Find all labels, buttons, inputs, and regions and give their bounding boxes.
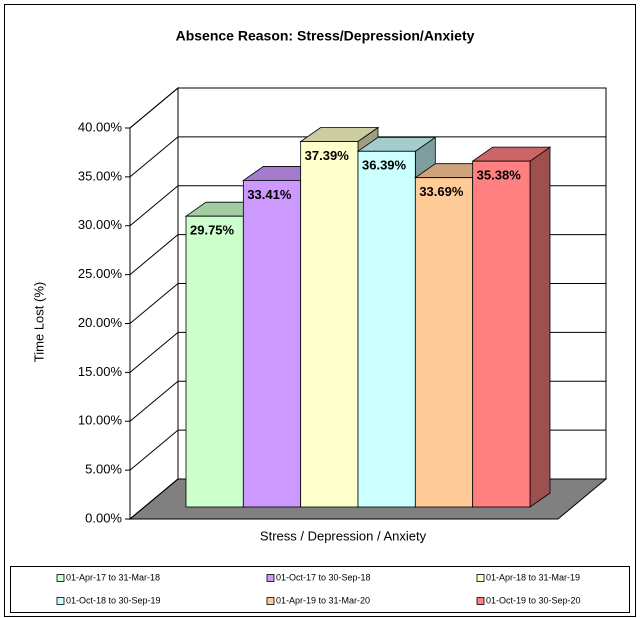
y-tick-label: 5.00% [85, 462, 122, 477]
legend-swatch [476, 574, 485, 582]
grid-line [129, 331, 179, 373]
grid-line [129, 380, 179, 422]
legend-label: 01-Oct-18 to 30-Sep-19 [66, 595, 161, 605]
legend-label: 01-Oct-17 to 30-Sep-18 [276, 572, 371, 582]
y-tick-label: 40.00% [78, 119, 123, 134]
chart-title: Absence Reason: Stress/Depression/Anxiet… [176, 28, 475, 44]
y-tick-label: 15.00% [78, 364, 123, 379]
data-label: 36.39% [362, 158, 407, 173]
grid-line [129, 429, 179, 471]
legend-swatch [56, 597, 65, 605]
y-tick-label: 25.00% [78, 266, 123, 281]
data-label: 33.69% [419, 184, 464, 199]
grid-line [129, 136, 179, 178]
grid-line [129, 87, 179, 129]
grid-line [129, 283, 179, 324]
x-category-label: Stress / Depression / Anxiety [260, 528, 427, 543]
legend-label: 01-Oct-19 to 30-Sep-20 [486, 595, 581, 605]
data-label: 29.75% [190, 223, 235, 238]
legend-swatch [476, 597, 485, 605]
grid-line [129, 234, 179, 276]
legend-box [10, 566, 630, 613]
legend-label: 01-Apr-17 to 31-Mar-18 [66, 572, 160, 582]
y-tick-label: 0.00% [85, 510, 122, 525]
y-tick-label: 35.00% [78, 168, 123, 183]
data-label: 33.41% [247, 187, 292, 202]
y-axis-label: Time Lost (%) [31, 282, 46, 362]
legend-swatch [56, 574, 65, 582]
y-tick-label: 10.00% [78, 413, 123, 428]
data-label: 35.38% [477, 168, 522, 183]
legend-swatch [266, 574, 275, 582]
y-tick-label: 30.00% [78, 217, 123, 232]
grid-line [129, 185, 179, 227]
bar [242, 180, 302, 508]
bar [185, 215, 244, 508]
data-label: 37.39% [305, 148, 350, 163]
legend-label: 01-Apr-18 to 31-Mar-19 [486, 572, 580, 582]
bar [300, 141, 359, 508]
y-tick-label: 20.00% [78, 315, 123, 330]
legend-swatch [266, 597, 275, 605]
bar [472, 160, 531, 508]
legend-label: 01-Apr-19 to 31-Mar-20 [276, 595, 370, 605]
bar [357, 150, 416, 508]
grid-line [129, 478, 179, 520]
bar [414, 177, 474, 508]
bar-side [529, 146, 551, 508]
